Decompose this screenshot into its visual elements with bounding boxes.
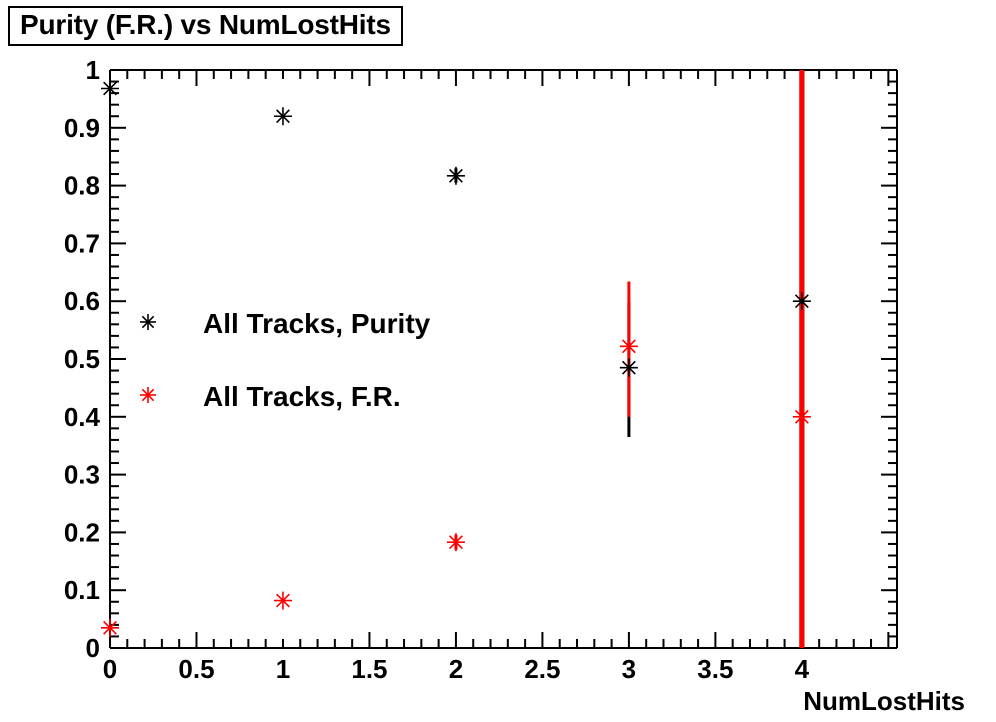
y-tick-label: 0.7 [64,228,100,258]
x-axis-tick-labels: 0 0.5 1 1.5 2 2.5 3 3.5 4 [103,654,810,684]
y-tick-label: 0.6 [64,286,100,316]
data-point-marker [273,591,292,610]
x-tick-label: 1 [276,654,290,684]
y-tick-label: 0.4 [64,402,101,432]
data-points [101,79,811,637]
x-axis-ticks [109,70,890,648]
y-axis-ticks [110,69,897,649]
y-tick-label: 1 [86,55,100,85]
page-title: Purity (F.R.) vs NumLostHits [20,9,391,40]
data-point-marker [792,407,811,426]
y-tick-label: 0.1 [64,575,100,605]
x-tick-label: 1.5 [351,654,387,684]
x-tick-label: 0.5 [178,654,214,684]
y-tick-label: 0.3 [64,460,100,490]
chart-title-box: Purity (F.R.) vs NumLostHits [8,6,403,46]
legend-label: All Tracks, Purity [203,308,431,339]
data-point-marker [792,292,811,311]
y-tick-label: 0.9 [64,113,100,143]
data-point-marker [101,79,119,98]
data-point-marker [619,358,638,377]
y-axis-tick-labels: 0 0.1 0.2 0.3 0.4 0.5 0.6 0.7 0.8 0.9 1 [64,55,101,663]
chart-legend: All Tracks, Purity All Tracks, F.R. [140,308,431,412]
x-tick-label: 3 [622,654,636,684]
y-tick-label: 0 [86,633,100,663]
x-tick-label: 2 [449,654,463,684]
data-point-marker [101,618,119,637]
y-tick-label: 0.8 [64,171,100,201]
data-point-marker [273,107,292,126]
x-tick-label: 4 [795,654,810,684]
y-tick-label: 0.2 [64,517,100,547]
x-tick-label: 2.5 [524,654,560,684]
x-axis-title: NumLostHits [803,686,965,716]
data-point-marker [446,166,465,185]
x-axis-title-text: NumLostHits [803,686,965,716]
y-tick-label: 0.5 [64,344,100,374]
data-point-marker [619,337,638,356]
legend-label: All Tracks, F.R. [203,381,401,412]
axis-frame [109,69,898,649]
x-tick-label: 3.5 [697,654,733,684]
data-point-marker [446,533,465,552]
legend-marker [140,314,156,330]
x-tick-label: 0 [103,654,117,684]
legend-marker [140,387,156,403]
